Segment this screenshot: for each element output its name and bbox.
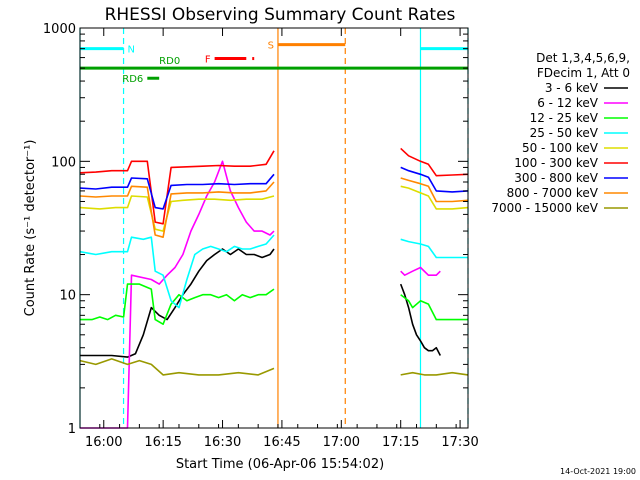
series-line-7-1 [400, 177, 469, 203]
y-tick-label-2: 100 [51, 155, 76, 170]
series-line-1-0 [80, 160, 275, 429]
legend-header-2: FDecim 1, Att 0 [537, 66, 630, 80]
x-tick-label-6: 17:30 [441, 435, 478, 450]
flag-label-s: S [268, 41, 274, 52]
x-tick-label-5: 17:15 [382, 435, 419, 450]
legend-label-1: 6 - 12 keV [537, 96, 599, 110]
series-line-5-1 [400, 147, 469, 177]
series-line-6-0 [79, 173, 275, 210]
series-line-7-0 [79, 181, 275, 238]
x-tick-label-3: 16:45 [263, 435, 300, 450]
series-line-0-0 [80, 248, 275, 358]
series-line-6-1 [400, 166, 469, 193]
x-tick-label-1: 16:15 [144, 435, 181, 450]
flags-layer: N S F RD0 RD6 [80, 41, 468, 85]
chart-title: RHESSI Observing Summary Count Rates [105, 5, 456, 25]
legend-label-2: 12 - 25 keV [530, 111, 599, 125]
series-line-0-1 [399, 283, 442, 356]
plot-frame [79, 27, 469, 429]
y-tick-label-0: 1 [68, 422, 76, 437]
series-line-8-0 [79, 358, 275, 376]
y-tick-label-3: 1000 [43, 22, 76, 37]
timestamp: 14-Oct-2021 19:00 [560, 467, 636, 476]
x-tick-label-2: 16:30 [204, 435, 241, 450]
legend-label-0: 3 - 6 keV [545, 81, 599, 95]
series-layer [79, 147, 469, 429]
series-line-2-0 [80, 283, 275, 326]
y-axis-label: Count Rate (s⁻¹ detector⁻¹) [23, 140, 38, 317]
series-line-3-0 [79, 234, 275, 309]
series-line-1-1 [400, 266, 441, 277]
legend-label-8: 7000 - 15000 keV [491, 201, 598, 215]
legend-label-4: 50 - 100 keV [522, 141, 599, 155]
flag-label-rd6: RD6 [122, 74, 143, 85]
legend-label-7: 800 - 7000 keV [507, 186, 599, 200]
y-tick-label-1: 10 [59, 289, 76, 304]
legend-label-3: 25 - 50 keV [530, 126, 599, 140]
x-tick-label-0: 16:00 [85, 435, 122, 450]
x-tick-label-4: 17:00 [323, 435, 360, 450]
legend-label-6: 300 - 800 keV [514, 171, 598, 185]
flag-label-f: F [205, 55, 211, 66]
series-line-2-1 [400, 294, 468, 321]
series-line-8-1 [400, 371, 469, 376]
series-line-3-1 [400, 238, 468, 259]
legend-header-1: Det 1,3,4,5,6,9, [536, 51, 630, 65]
x-axis-label: Start Time (06-Apr-06 15:54:02) [176, 457, 384, 472]
flag-label-rd0: RD0 [159, 56, 180, 67]
series-line-4-1 [400, 185, 469, 210]
axes-layer: 16:00 16:15 16:30 16:45 17:00 17:15 17:30 1 10 10… [43, 22, 479, 450]
legend-label-5: 100 - 300 keV [514, 156, 598, 170]
flag-label-n: N [128, 45, 135, 56]
